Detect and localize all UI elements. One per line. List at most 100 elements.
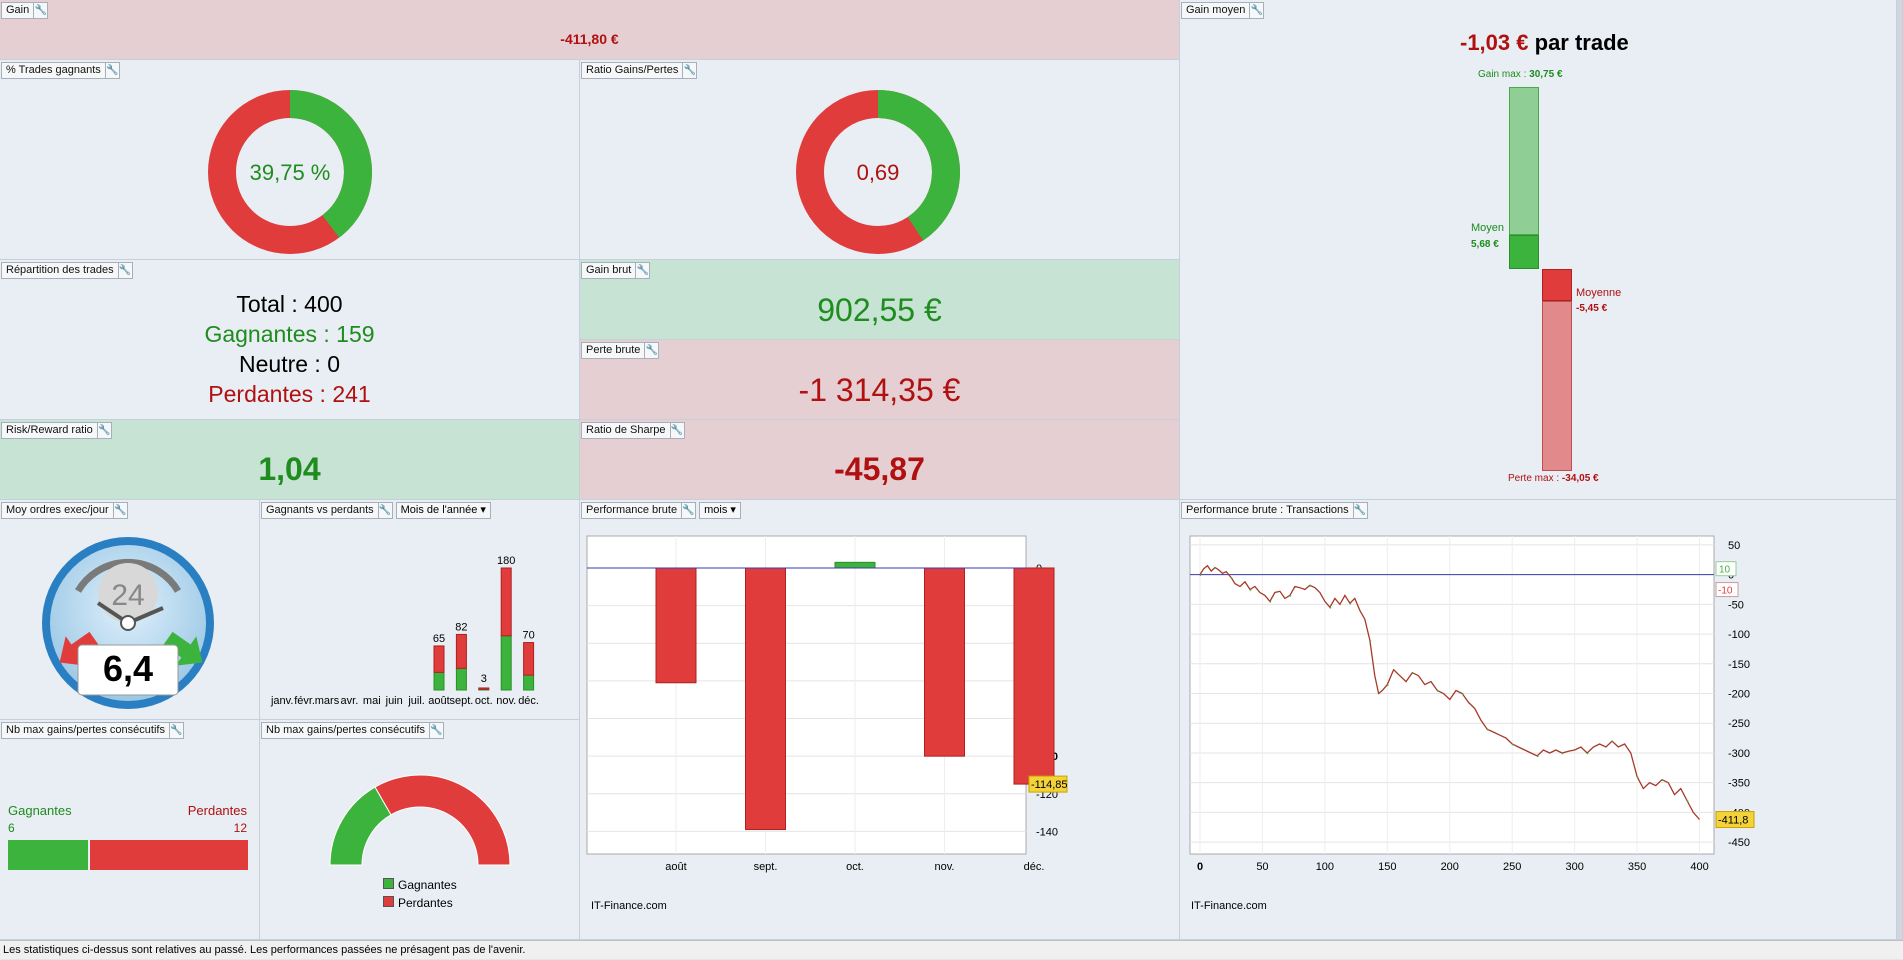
wrench-icon[interactable]: 🔧 [682, 62, 698, 79]
period-dropdown[interactable]: Mois de l'année ▾ [395, 502, 491, 519]
x-tick-label: mai [363, 695, 381, 707]
status-bar: Les statistiques ci-dessus sont relative… [0, 940, 1903, 959]
clock-dial-number: 24 [111, 579, 144, 612]
bar [1013, 567, 1055, 785]
perdantes-value: 12 [233, 821, 247, 835]
wrench-icon[interactable]: 🔧 [168, 722, 184, 739]
performance-brute-panel: Performance brute🔧mois ▾ 0-20-40-60-80-1… [580, 500, 1180, 940]
loss-bar [455, 633, 467, 669]
wrench-icon[interactable]: 🔧 [33, 2, 49, 19]
loss-bar [523, 642, 535, 676]
gagnants-vs-perdants-panel: Gagnants vs perdants 🔧 Mois de l'année ▾ j… [260, 500, 580, 720]
x-tick-label: 50 [1256, 861, 1268, 873]
wrench-icon[interactable]: 🔧 [1249, 2, 1265, 19]
x-tick-label: févr. [294, 695, 315, 707]
gagnantes-count: Gagnantes : 159 [204, 321, 375, 347]
avg-gain-value: -1,03 € [1460, 30, 1529, 55]
legend-swatch [383, 878, 394, 889]
wrench-icon[interactable]: 🔧 [669, 422, 685, 439]
y-tick-label: -200 [1728, 689, 1750, 701]
gain-brut-value: 902,55 € [817, 292, 942, 328]
perte-max-label: Perte max : [1508, 473, 1560, 484]
y-tick-label: -350 [1728, 778, 1750, 790]
panel-title: Ratio de Sharpe [581, 422, 670, 439]
x-tick-label: 400 [1690, 861, 1708, 873]
panel-title: % Trades gagnants [1, 62, 105, 79]
plot-area [1189, 535, 1715, 855]
bar-total-label: 65 [433, 633, 445, 645]
win-rate-donut [208, 90, 372, 254]
y-tick-label: -140 [1036, 826, 1058, 838]
x-tick-label: juin [385, 695, 403, 707]
ratio-donut [796, 90, 960, 254]
loss-bar [433, 645, 445, 673]
right-edge-strip [1897, 0, 1903, 940]
x-tick-label: avr. [341, 695, 359, 707]
wrench-icon[interactable]: 🔧 [681, 502, 697, 519]
x-tick-label: nov. [496, 695, 516, 707]
avg-gain-suffix: par trade [1534, 30, 1629, 55]
loss-max-bar [1542, 301, 1572, 471]
moyenne-label: Moyenne [1576, 287, 1622, 299]
gain-avg-bar [1509, 235, 1539, 269]
panel-title: Performance brute : Transactions [1181, 502, 1353, 519]
win-rate-value: 39,75 % [249, 160, 331, 185]
wrench-icon[interactable]: 🔧 [104, 62, 120, 79]
panel-title: Perte brute [581, 342, 645, 359]
wrench-icon[interactable]: 🔧 [117, 262, 133, 279]
trades-gagnants-panel: % Trades gagnants 🔧 39,75 % [0, 60, 580, 260]
x-tick-label: août [665, 861, 686, 873]
wrench-icon[interactable]: 🔧 [644, 342, 660, 359]
panel-title: Moy ordres exec/jour [1, 502, 113, 519]
y-tick-label: -50 [1728, 599, 1744, 611]
bar-total-label: 180 [497, 555, 515, 567]
perte-brute-panel: Perte brute 🔧 -1 314,35 € [580, 340, 1180, 420]
x-tick-label: 250 [1503, 861, 1521, 873]
wrench-icon[interactable]: 🔧 [96, 422, 112, 439]
gain-moyen-panel: Gain moyen 🔧 -1,03 € par trade Gain max :… [1180, 0, 1897, 500]
x-tick-label: 0 [1197, 861, 1203, 873]
wrench-icon[interactable]: 🔧 [635, 262, 651, 279]
gain-brut-panel: Gain brut 🔧 902,55 € [580, 260, 1180, 340]
sharpe-panel: Ratio de Sharpe 🔧 -45,87 [580, 420, 1180, 500]
tag-neg-label: -10 [1718, 586, 1733, 597]
x-tick-label: 350 [1628, 861, 1646, 873]
panel-title: Gagnants vs perdants [261, 502, 378, 519]
x-tick-label: oct. [475, 695, 493, 707]
wrench-icon[interactable]: 🔧 [428, 722, 444, 739]
x-tick-label: janv. [270, 695, 293, 707]
panel-title: Gain brut [581, 262, 636, 279]
period-dropdown[interactable]: mois ▾ [699, 502, 741, 519]
legend-label: Gagnantes [398, 878, 457, 892]
clock-gauge-icon: 24 [42, 537, 214, 709]
legend-perdantes: Perdantes [383, 896, 453, 910]
x-tick-label: sept. [449, 695, 473, 707]
perte-max-value: -34,05 € [1561, 473, 1599, 484]
loss-bar [478, 687, 490, 690]
panel-title: Gain [1, 2, 34, 19]
bar-total-label: 70 [522, 630, 534, 642]
x-tick-label: déc. [518, 695, 539, 707]
equity-line-chart: 500-50-100-150-200-250-300-350-400-45005… [1189, 535, 1755, 873]
y-tick-label: 50 [1728, 540, 1740, 552]
performance-bar-chart: 0-20-40-60-80-100-120-140aoûtsept.oct.no… [586, 535, 1068, 873]
total-count: Total : 400 [236, 291, 343, 317]
y-tick-label: -450 [1728, 837, 1750, 849]
risk-reward-panel: Risk/Reward ratio 🔧 1,04 [0, 420, 580, 500]
gain-max-bar [1509, 87, 1539, 235]
last-value-tag [1028, 775, 1068, 793]
tag-neg [1715, 582, 1739, 598]
wrench-icon[interactable]: 🔧 [112, 502, 128, 519]
y-tick-label: -250 [1728, 718, 1750, 730]
streak-half-gauge [329, 774, 511, 866]
win-streak-bar [8, 840, 88, 870]
gain-max-label: Gain max : [1478, 69, 1527, 80]
loss-avg-bar [1542, 269, 1572, 301]
last-value-tag [1715, 811, 1755, 829]
wrench-icon[interactable]: 🔧 [1352, 502, 1368, 519]
x-tick-label: 300 [1565, 861, 1583, 873]
equity-line [1199, 564, 1700, 820]
monthly-win-loss-chart: janv. févr. mars avr. mai juin juil. 65 août 82 se… [270, 555, 539, 707]
sharpe-value: -45,87 [834, 451, 925, 487]
wrench-icon[interactable]: 🔧 [377, 502, 393, 519]
